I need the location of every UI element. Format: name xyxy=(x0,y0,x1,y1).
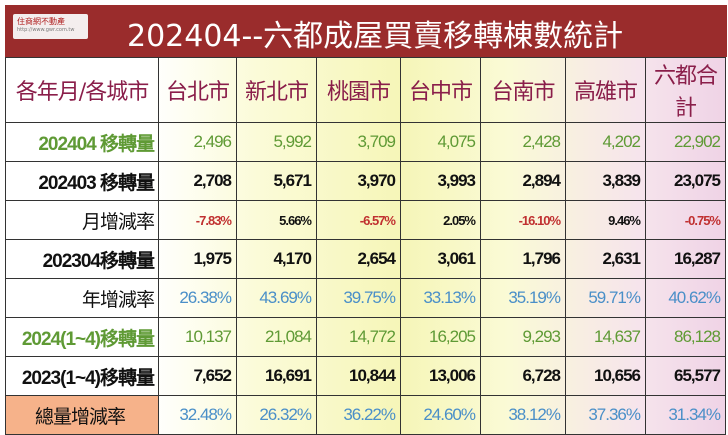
table-cell: 5,992 xyxy=(236,122,317,162)
table-cell: 6,728 xyxy=(480,356,566,396)
table-row: 202304移轉量 1,975 4,170 2,654 3,061 1,796 2,631 1… xyxy=(5,239,726,279)
table-cell: 14,637 xyxy=(565,317,646,357)
table-cell: -16.10% xyxy=(480,200,566,240)
row-label: 2023(1~4)移轉量 xyxy=(5,356,159,396)
table-cell: 2,496 xyxy=(158,122,237,162)
table-cell: 26.38% xyxy=(158,278,237,318)
table-cell: 32.48% xyxy=(158,395,237,435)
logo-text: 住商網不動產 xyxy=(17,17,65,26)
table-cell: 10,844 xyxy=(316,356,401,396)
table-cell: 4,170 xyxy=(236,239,317,279)
table-cell: 3,709 xyxy=(316,122,401,162)
table-cell: 2,428 xyxy=(480,122,566,162)
table-cell: 39.75% xyxy=(316,278,401,318)
table-cell: 2,654 xyxy=(316,239,401,279)
table-cell: 36.22% xyxy=(316,395,401,435)
table-cell: 38.12% xyxy=(480,395,566,435)
table-cell: 2,894 xyxy=(480,161,566,201)
table-row: 總量增減率 32.48% 26.32% 36.22% 24.60% 38.12% 37.36… xyxy=(5,395,726,435)
table-body: 各年月/各城市 台北市 新北市 桃園市 台中市 台南市 高雄市 六都合計 202404 移轉量 2… xyxy=(5,57,726,435)
table-row: 202403 移轉量 2,708 5,671 3,970 3,993 2,894 3,839… xyxy=(5,161,726,201)
table-cell: 7,652 xyxy=(158,356,237,396)
table-cell: 33.13% xyxy=(400,278,481,318)
table-cell: 14,772 xyxy=(316,317,401,357)
table-cell: 16,287 xyxy=(645,239,726,279)
table-cell: 5.66% xyxy=(236,200,317,240)
row-label: 202404 移轉量 xyxy=(5,122,159,162)
table-row: 年增減率 26.38% 43.69% 39.75% 33.13% 35.19% 59.71%… xyxy=(5,278,726,318)
table-cell: 4,075 xyxy=(400,122,481,162)
table-cell: 43.69% xyxy=(236,278,317,318)
table-cell: 3,061 xyxy=(400,239,481,279)
table-cell: 65,577 xyxy=(645,356,726,396)
table-row: 月增減率 -7.83% 5.66% -6.57% 2.05% -16.10% 9.46% -0… xyxy=(5,200,726,240)
table-cell: -7.83% xyxy=(158,200,237,240)
column-header: 桃園市 xyxy=(316,57,401,123)
table-cell: 24.60% xyxy=(400,395,481,435)
table-cell: 31.34% xyxy=(645,395,726,435)
table-row: 2023(1~4)移轉量 7,652 16,691 10,844 13,006 6,728… xyxy=(5,356,726,396)
row-label: 202304移轉量 xyxy=(5,239,159,279)
transfer-table: 各年月/各城市 台北市 新北市 桃園市 台中市 台南市 高雄市 六都合計 202404 移轉量 2… xyxy=(5,57,726,435)
row-label: 2024(1~4)移轉量 xyxy=(5,317,159,357)
table-cell: 9.46% xyxy=(565,200,646,240)
title-banner: 住商網不動產 http://www.gwr.com.tw 202404--六都成屋… xyxy=(5,5,727,57)
table-cell: 35.19% xyxy=(480,278,566,318)
header-row: 各年月/各城市 台北市 新北市 桃園市 台中市 台南市 高雄市 六都合計 xyxy=(5,57,726,123)
table-cell: -0.75% xyxy=(645,200,726,240)
table-cell: 16,205 xyxy=(400,317,481,357)
table-cell: 4,202 xyxy=(565,122,646,162)
table-cell: 10,656 xyxy=(565,356,646,396)
table-cell: 86,128 xyxy=(645,317,726,357)
table-cell: -6.57% xyxy=(316,200,401,240)
row-label: 月增減率 xyxy=(5,200,159,240)
column-header: 六都合計 xyxy=(645,57,726,123)
logo-url: http://www.gwr.com.tw xyxy=(17,27,75,33)
table-cell: 10,137 xyxy=(158,317,237,357)
table-cell: 3,970 xyxy=(316,161,401,201)
logo: 住商網不動產 http://www.gwr.com.tw xyxy=(13,14,88,39)
table-cell: 2,631 xyxy=(565,239,646,279)
table-cell: 2,708 xyxy=(158,161,237,201)
table-cell: 40.62% xyxy=(645,278,726,318)
table-cell: 2.05% xyxy=(400,200,481,240)
row-label: 202403 移轉量 xyxy=(5,161,159,201)
column-header: 台中市 xyxy=(400,57,481,123)
table-row: 2024(1~4)移轉量 10,137 21,084 14,772 16,205 9,29… xyxy=(5,317,726,357)
table-cell: 1,796 xyxy=(480,239,566,279)
table-cell: 26.32% xyxy=(236,395,317,435)
table-cell: 22,902 xyxy=(645,122,726,162)
table-cell: 21,084 xyxy=(236,317,317,357)
column-header: 台北市 xyxy=(158,57,237,123)
row-label: 年增減率 xyxy=(5,278,159,318)
table-cell: 3,993 xyxy=(400,161,481,201)
page-title: 202404--六都成屋買賣移轉棟數統計 xyxy=(127,19,624,54)
table-cell: 13,006 xyxy=(400,356,481,396)
table-cell: 16,691 xyxy=(236,356,317,396)
column-header: 各年月/各城市 xyxy=(5,57,159,123)
table-row: 202404 移轉量 2,496 5,992 3,709 4,075 2,428 4,202… xyxy=(5,122,726,162)
table-cell: 37.36% xyxy=(565,395,646,435)
row-label: 總量增減率 xyxy=(5,395,159,435)
table-cell: 59.71% xyxy=(565,278,646,318)
table-cell: 9,293 xyxy=(480,317,566,357)
column-header: 高雄市 xyxy=(565,57,646,123)
column-header: 新北市 xyxy=(236,57,317,123)
table-cell: 23,075 xyxy=(645,161,726,201)
table-cell: 1,975 xyxy=(158,239,237,279)
column-header: 台南市 xyxy=(480,57,566,123)
table-cell: 3,839 xyxy=(565,161,646,201)
table-cell: 5,671 xyxy=(236,161,317,201)
